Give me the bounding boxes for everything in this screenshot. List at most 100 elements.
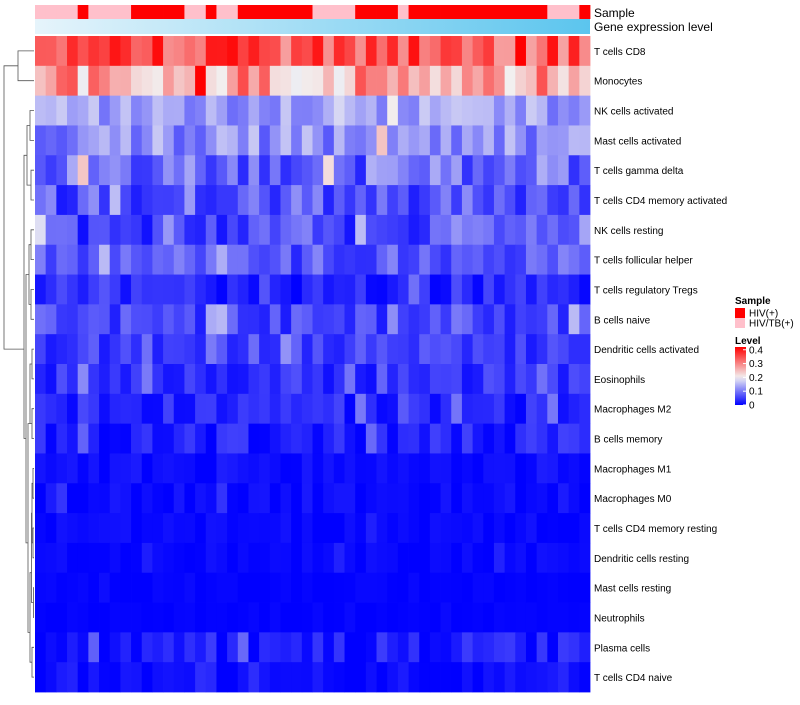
heatmap-cell [515, 662, 527, 693]
heatmap-cell [525, 65, 538, 97]
heatmap-cell [173, 125, 185, 156]
heatmap-cell [77, 393, 89, 425]
row-label: T cells follicular helper [594, 256, 693, 267]
heatmap-cell [323, 65, 335, 97]
heatmap-cell [547, 542, 559, 574]
heatmap-cell [365, 632, 377, 663]
heatmap-cell [88, 95, 100, 126]
heatmap-cell [152, 662, 164, 693]
heatmap-cell [472, 513, 484, 544]
heatmap-cell [216, 423, 228, 454]
heatmap-cell [280, 662, 292, 693]
heatmap-cell [472, 155, 484, 186]
heatmap-cell [429, 155, 441, 186]
heatmap-cell [131, 244, 143, 275]
heatmap-cell [248, 364, 260, 395]
heatmap-cell [173, 662, 185, 693]
row-label: B cells memory [594, 435, 662, 446]
heatmap-cell [461, 65, 473, 97]
heatmap-cell [216, 632, 228, 663]
heatmap-cell [248, 125, 260, 156]
level-tick-label: 0.1 [749, 387, 763, 398]
heatmap-cell [365, 214, 377, 246]
sample-annotation-cell [141, 5, 153, 19]
heatmap-cell [259, 483, 271, 514]
heatmap-cell [461, 304, 473, 335]
heatmap-cell [387, 632, 399, 663]
heatmap-cell [387, 274, 399, 305]
sample-annotation-cell [472, 5, 484, 19]
heatmap-cell [291, 513, 303, 544]
heatmap-cell [99, 632, 111, 663]
heatmap-cell [99, 423, 111, 454]
heatmap-cell [259, 36, 271, 67]
gene-expression-annotation-bar [35, 19, 590, 34]
heatmap-cell [109, 244, 121, 275]
heatmap-cell [397, 662, 409, 693]
heatmap-cell [45, 304, 57, 335]
heatmap-cell [312, 393, 324, 425]
heatmap-cell [333, 274, 345, 305]
heatmap-cell [77, 334, 89, 365]
heatmap-cell [461, 334, 473, 365]
heatmap-cell [163, 304, 175, 335]
heatmap-cell [237, 542, 249, 574]
row-label: T cells gamma delta [594, 166, 684, 177]
heatmap-cell [355, 393, 367, 425]
heatmap-cell [451, 125, 463, 156]
heatmap-cell [568, 662, 580, 693]
heatmap-cell [355, 274, 367, 305]
heatmap-cell [344, 125, 356, 156]
heatmap-cell [365, 513, 377, 544]
heatmap-cell [557, 483, 570, 514]
heatmap-cell [429, 632, 441, 663]
heatmap-cell [536, 36, 548, 67]
heatmap-cell [237, 662, 249, 693]
heatmap-cell [483, 572, 495, 603]
heatmap-cell [291, 125, 303, 156]
heatmap-cell [429, 36, 441, 67]
heatmap-cell [440, 393, 452, 425]
heatmap-cell [461, 244, 473, 275]
row-label: NK cells resting [594, 226, 663, 237]
sample-annotation-cell [280, 5, 292, 19]
heatmap-cell [429, 65, 441, 97]
heatmap-cell [408, 95, 420, 126]
heatmap-cell [557, 542, 570, 574]
heatmap-cell [45, 483, 57, 514]
heatmap-cell [323, 244, 335, 275]
heatmap-cell [333, 185, 345, 216]
heatmap-cell [355, 423, 367, 454]
heatmap-cell [109, 334, 121, 365]
heatmap-cell [515, 185, 527, 216]
heatmap-cell [88, 334, 100, 365]
heatmap-cell [408, 334, 420, 365]
heatmap-cell [461, 483, 473, 514]
heatmap-cell [504, 244, 516, 275]
heatmap-cell [109, 423, 121, 454]
heatmap-cell [291, 274, 303, 305]
heatmap-cell [163, 513, 175, 544]
heatmap-cell [269, 185, 281, 216]
heatmap-cell [35, 364, 47, 395]
heatmap-cell [333, 214, 345, 246]
heatmap-cell [45, 423, 57, 454]
heatmap-cell [280, 542, 292, 574]
heatmap-cell [472, 453, 484, 484]
heatmap-cell [141, 364, 153, 395]
heatmap-cell [355, 95, 367, 126]
heatmap-cell [173, 453, 185, 484]
heatmap-cell [568, 244, 580, 275]
heatmap-cell [248, 602, 260, 633]
heatmap-cell [120, 662, 132, 693]
heatmap-cell [536, 334, 548, 365]
heatmap-cell [67, 453, 79, 484]
heatmap-cell [312, 542, 324, 574]
heatmap-cell [88, 393, 100, 425]
heatmap-cell [333, 483, 345, 514]
heatmap-cell [291, 483, 303, 514]
heatmap-cell [205, 453, 217, 484]
heatmap-cell [312, 483, 324, 514]
heatmap-cell [547, 632, 559, 663]
heatmap-cell [408, 662, 420, 693]
